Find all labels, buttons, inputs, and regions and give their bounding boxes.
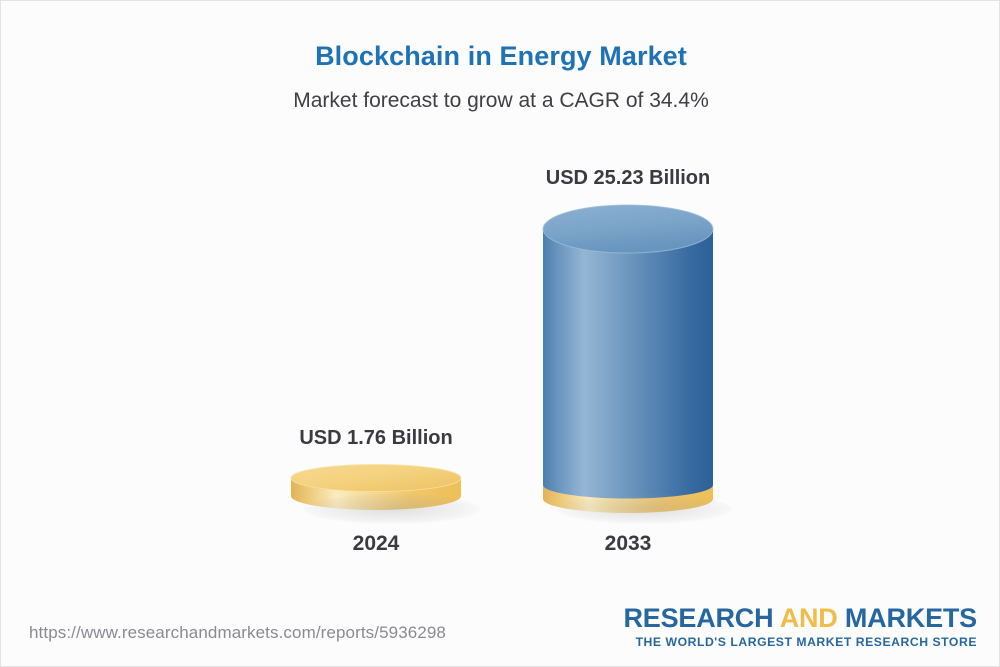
page-title: Blockchain in Energy Market — [315, 41, 687, 71]
report-url[interactable]: https://www.researchandmarkets.com/repor… — [29, 623, 446, 642]
bar-2033 — [542, 204, 732, 524]
value-label-2024: USD 1.76 Billion — [299, 427, 453, 449]
bar-2033-cylinder-shape — [542, 204, 714, 513]
category-label-2024: 2024 — [352, 532, 400, 555]
bar-2024-cylinder-shape — [290, 464, 462, 510]
value-label-2033: USD 25.23 Billion — [545, 167, 711, 189]
logo-research-text: RESEARCH — [623, 603, 780, 633]
category-label-2033: 2033 — [604, 532, 652, 555]
logo-markets-text: MARKETS — [837, 603, 977, 633]
logo-and-text: AND — [779, 603, 838, 633]
logo-wordmark: RESEARCH AND MARKETS — [623, 604, 977, 632]
research-and-markets-logo: RESEARCH AND MARKETS THE WORLD'S LARGEST… — [623, 604, 977, 650]
chart-subtitle: Market forecast to grow at a CAGR of 34.… — [293, 89, 709, 112]
logo-tagline: THE WORLD'S LARGEST MARKET RESEARCH STOR… — [635, 635, 977, 650]
bar-2024 — [290, 464, 480, 524]
